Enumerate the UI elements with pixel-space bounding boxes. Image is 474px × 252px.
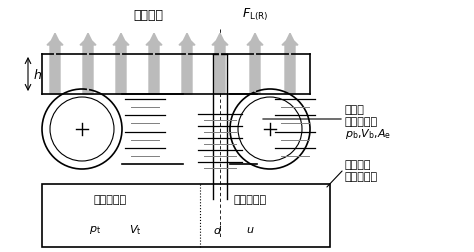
Text: $h$: $h$ [33,68,42,82]
Bar [42,184,330,247]
FancyArrow shape [179,38,195,94]
Text: $V_{\mathrm{t}}$: $V_{\mathrm{t}}$ [129,222,141,236]
FancyArrow shape [282,38,298,94]
FancyArrow shape [247,38,263,94]
FancyArrow shape [146,38,162,94]
FancyArrow shape [80,38,96,94]
FancyArrow shape [212,38,228,94]
Text: 補助タンク: 補助タンク [93,194,127,204]
Text: $F_{\mathrm{L(R)}}$: $F_{\mathrm{L(R)}}$ [242,7,268,23]
Text: ゴム製ばね: ゴム製ばね [345,171,378,181]
Text: ゴム製: ゴム製 [345,105,365,115]
Text: オリフィス: オリフィス [233,194,266,204]
Text: 支点反力: 支点反力 [133,9,163,21]
FancyArrow shape [113,38,129,94]
Text: エアバック: エアバック [345,116,378,127]
Text: 緊急時用: 緊急時用 [345,159,372,169]
FancyArrow shape [47,38,63,94]
Text: $p_{\mathrm{b}}$,$V_{\mathrm{b}}$,$A_{\mathrm{e}}$: $p_{\mathrm{b}}$,$V_{\mathrm{b}}$,$A_{\m… [345,127,391,140]
Text: $d$: $d$ [213,223,223,235]
Text: $p_{\mathrm{t}}$: $p_{\mathrm{t}}$ [89,223,101,235]
Text: $u$: $u$ [246,224,254,234]
